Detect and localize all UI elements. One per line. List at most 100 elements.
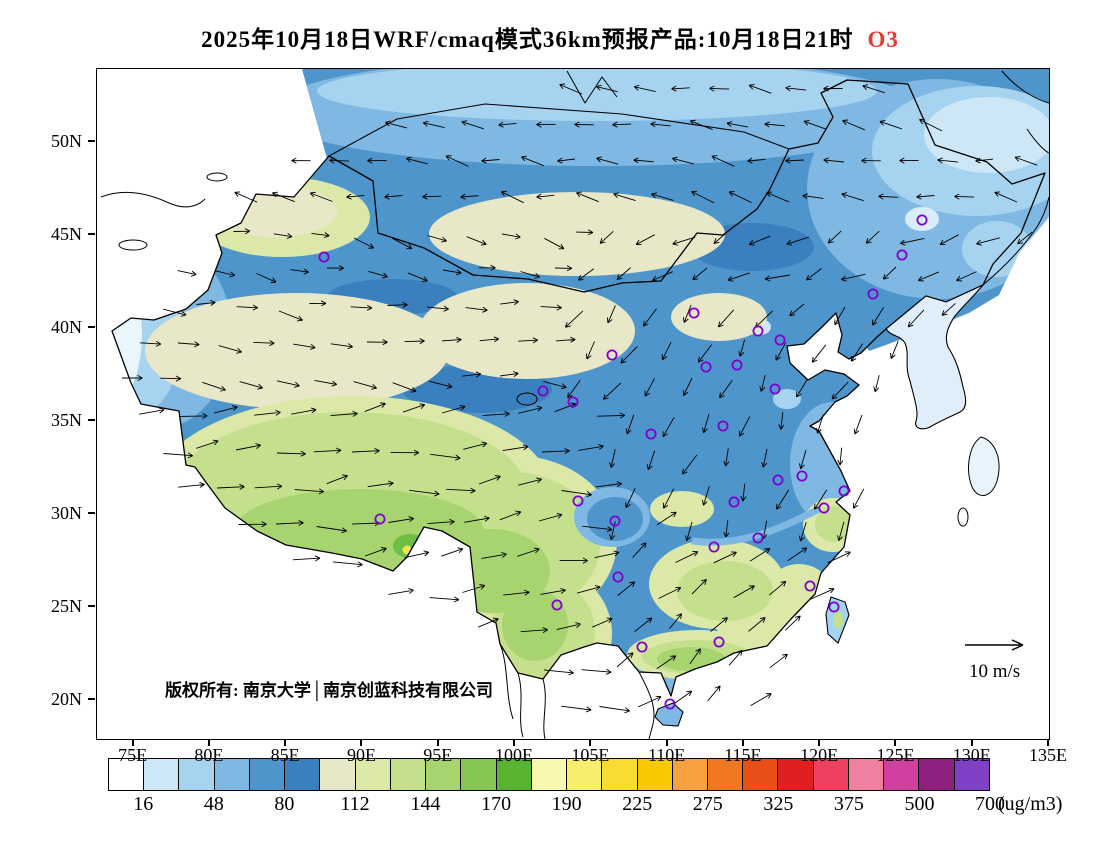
korea-peninsula	[885, 284, 984, 430]
mongolia-border	[328, 103, 790, 157]
lat-tickmark	[88, 325, 95, 328]
city-marker	[804, 580, 816, 592]
lon-tick-label: 100E	[495, 745, 534, 765]
taiwan-terrain	[833, 611, 843, 629]
city-marker	[828, 601, 840, 613]
page-title: 2025年10月18日WRF/cmaq模式36km预报产品:10月18日21时 O…	[0, 20, 1100, 54]
city-marker	[838, 485, 850, 497]
lon-tick-label: 110E	[647, 745, 686, 765]
colorbar-tick-label: 225	[622, 793, 653, 815]
lat-tick-label: 40N	[51, 316, 82, 337]
lat-tickmark	[88, 418, 95, 421]
city-marker	[708, 541, 720, 553]
wind-arrows	[122, 83, 1038, 714]
city-marker	[609, 515, 621, 527]
colorbar-tick-label: 190	[551, 793, 582, 815]
city-marker	[728, 496, 740, 508]
yangtze-corridor	[691, 505, 821, 546]
contour-blob	[502, 589, 568, 661]
city-marker	[318, 251, 330, 263]
wind-scale-label: 10 m/s	[969, 661, 1020, 682]
city-marker	[688, 307, 700, 319]
wind-scale-reference: 10 m/s	[965, 639, 1024, 682]
contour-blob	[650, 491, 714, 527]
lon-tick-label: 95E	[423, 745, 453, 765]
lat-tickmark	[88, 511, 95, 514]
colorbar-cell	[144, 759, 180, 790]
city-marker	[916, 214, 928, 226]
contour-blob	[419, 283, 635, 379]
lon-tickmark	[284, 739, 287, 746]
lon-tickmark	[436, 739, 439, 746]
lon-tick-label: 90E	[346, 745, 376, 765]
species-label: O3	[867, 27, 899, 52]
colorbar-cell	[778, 759, 814, 790]
lat-tick-label: 30N	[51, 502, 82, 523]
lon-tick-label: 85E	[270, 745, 300, 765]
lon-tickmark	[360, 739, 363, 746]
lon-tickmark	[589, 739, 592, 746]
colorbar-tick-label: 48	[203, 793, 224, 815]
russia-pacific-coast	[982, 196, 1049, 286]
copyright-text: 版权所有: 南京大学│南京创蓝科技有限公司	[165, 680, 493, 702]
city-marker	[606, 349, 618, 361]
lon-tickmark	[131, 739, 134, 746]
city-marker	[717, 420, 729, 432]
lat-tickmark	[88, 139, 95, 142]
lon-tick-label: 125E	[876, 745, 915, 765]
lon-tickmark	[513, 739, 516, 746]
colorbar-tick-label: 500	[904, 793, 935, 815]
city-marker	[752, 532, 764, 544]
china-o3-concentration-map: 版权所有: 南京大学│南京创蓝科技有限公司 10 m/s	[100, 69, 1049, 739]
city-marker	[572, 495, 584, 507]
lon-tick-label: 75E	[118, 745, 148, 765]
city-marker	[664, 698, 676, 710]
borders-layer	[100, 70, 1049, 739]
colorbar	[108, 758, 990, 791]
city-marker	[700, 361, 712, 373]
city-marker	[374, 513, 386, 525]
contour-blob	[962, 221, 1032, 277]
okhotsk-coast	[1001, 70, 1049, 154]
contour-blob	[587, 497, 643, 541]
colorbar-tick-label: 325	[763, 793, 794, 815]
laos-border	[542, 678, 546, 739]
contour-blob	[773, 389, 801, 409]
lat-tickmark	[88, 232, 95, 235]
city-marker	[567, 396, 579, 408]
city-marker	[769, 383, 781, 395]
colorbar-cell	[531, 759, 568, 790]
city-marker	[774, 334, 786, 346]
colorbar-cell	[813, 759, 849, 790]
city-markers-layer	[318, 214, 928, 710]
city-marker	[772, 474, 784, 486]
lat-tick-label: 50N	[51, 130, 82, 151]
city-marker	[896, 249, 908, 261]
colorbar-tick-label: 112	[340, 793, 370, 815]
colorbar-cell	[637, 759, 673, 790]
colorbar-cell	[602, 759, 638, 790]
city-marker	[796, 470, 808, 482]
o3-field-layer	[112, 69, 1049, 696]
ryukyu-island	[957, 507, 969, 527]
colorbar-cell	[884, 759, 920, 790]
lon-tick-label: 120E	[800, 745, 839, 765]
city-marker	[818, 502, 830, 514]
lake-issyk-kul	[118, 239, 148, 251]
lat-tick-label: 25N	[51, 595, 82, 616]
colorbar-tick-label: 144	[410, 793, 441, 815]
city-marker	[612, 571, 624, 583]
colorbar-cell	[179, 759, 215, 790]
colorbar-cell	[496, 759, 532, 790]
map-plot-area: 版权所有: 南京大学│南京创蓝科技有限公司 10 m/s	[96, 68, 1050, 740]
contour-blob	[815, 506, 853, 542]
colorbar-cell	[320, 759, 356, 790]
lon-tick-label: 105E	[571, 745, 610, 765]
lon-tickmark	[207, 739, 210, 746]
contour-blob	[765, 564, 833, 628]
city-marker	[867, 288, 879, 300]
lon-tickmark	[818, 739, 821, 746]
colorbar-cell	[285, 759, 321, 790]
colorbar-cell	[390, 759, 427, 790]
